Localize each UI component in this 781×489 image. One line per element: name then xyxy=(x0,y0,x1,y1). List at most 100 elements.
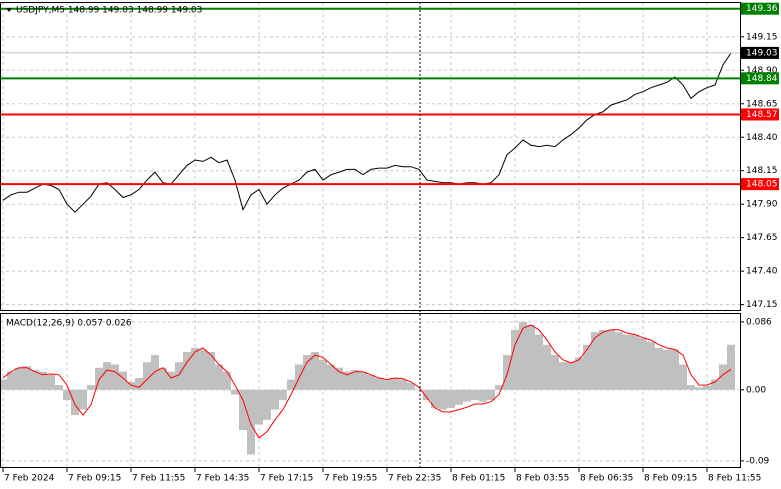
macd-bar xyxy=(559,362,567,390)
macd-bar xyxy=(527,325,535,390)
macd-bar xyxy=(135,377,143,390)
macd-bar xyxy=(111,364,119,390)
y-tick-label: 147.15 xyxy=(746,300,778,310)
macd-bar xyxy=(671,349,679,390)
macd-bar xyxy=(567,362,575,390)
macd-bar xyxy=(631,334,639,390)
macd-bar xyxy=(7,371,15,390)
last-price-label: 149.03 xyxy=(746,48,778,58)
macd-bar xyxy=(591,332,599,390)
macd-bar xyxy=(215,364,223,390)
macd-bar xyxy=(39,371,47,390)
x-tick-label: 8 Feb 06:35 xyxy=(580,474,633,484)
macd-bar xyxy=(15,367,23,390)
macd-bar xyxy=(439,389,447,410)
macd-bar xyxy=(519,321,527,390)
level-box xyxy=(741,72,779,85)
x-tick-label: 7 Feb 2024 xyxy=(4,474,55,484)
macd-bar xyxy=(31,370,39,390)
macd-bar xyxy=(127,381,135,390)
macd-bar xyxy=(607,329,615,390)
price-panel-frame xyxy=(0,2,741,311)
level-box xyxy=(741,108,779,121)
macd-bar xyxy=(359,371,367,390)
macd-bar xyxy=(479,389,487,402)
macd-bar xyxy=(327,364,335,390)
price-line xyxy=(2,52,732,213)
macd-bar xyxy=(663,349,671,390)
x-tick-label: 7 Feb 11:55 xyxy=(132,474,185,484)
macd-bar xyxy=(423,389,431,401)
macd-bar xyxy=(79,389,87,410)
macd-bar xyxy=(175,362,183,390)
macd-bar xyxy=(167,371,175,390)
level-label: 148.84 xyxy=(746,74,778,84)
macd-bar xyxy=(679,364,687,390)
x-tick-label: 7 Feb 19:55 xyxy=(324,474,377,484)
macd-bar xyxy=(63,389,71,401)
macd-bar xyxy=(303,355,311,390)
macd-bar xyxy=(431,389,439,408)
macd-bar xyxy=(447,389,455,408)
macd-bar xyxy=(343,371,351,390)
macd-bar xyxy=(391,377,399,390)
macd-bar xyxy=(311,351,319,390)
macd-bar xyxy=(575,357,583,390)
macd-bar xyxy=(351,370,359,390)
macd-bar xyxy=(535,334,543,390)
price-title: USDJPY,M5 148.99 149.03 148.99 149.03 xyxy=(16,6,202,16)
macd-bar xyxy=(271,389,279,410)
macd-bar xyxy=(319,359,327,390)
x-tick-label: 8 Feb 03:55 xyxy=(516,474,569,484)
macd-bar xyxy=(71,389,79,416)
macd-bar xyxy=(615,332,623,390)
macd-bar xyxy=(599,329,607,390)
x-tick-label: 7 Feb 17:15 xyxy=(260,474,313,484)
macd-title: MACD(12,26,9) 0.057 0.026 xyxy=(6,319,132,329)
level-label: 148.05 xyxy=(746,180,778,190)
x-tick-label: 8 Feb 09:15 xyxy=(644,474,697,484)
macd-bar xyxy=(255,389,263,425)
macd-bar xyxy=(583,344,591,390)
macd-bar xyxy=(183,351,191,390)
macd-bar xyxy=(55,385,63,390)
macd-bar xyxy=(335,367,343,390)
y-tick-label: 148.90 xyxy=(746,66,778,76)
macd-bar xyxy=(0,379,7,390)
macd-bar xyxy=(287,379,295,390)
macd-bar xyxy=(487,389,495,401)
macd-bar xyxy=(511,329,519,390)
macd-bar xyxy=(647,341,655,390)
macd-bar xyxy=(495,385,503,390)
macd-bar xyxy=(199,349,207,390)
macd-bar xyxy=(247,389,255,455)
y-tick-label: 0.086 xyxy=(746,317,772,327)
data-layer xyxy=(0,7,740,455)
macd-bar xyxy=(623,334,631,390)
macd-bar xyxy=(407,382,415,390)
macd-bar xyxy=(463,389,471,402)
macd-bar xyxy=(503,355,511,390)
macd-bar xyxy=(263,389,271,420)
macd-bar xyxy=(223,371,231,390)
macd-bar xyxy=(47,374,55,390)
level-box xyxy=(741,178,779,191)
signal-line xyxy=(2,324,732,439)
y-tick-label: 0.00 xyxy=(746,385,766,395)
macd-bar xyxy=(399,379,407,390)
macd-bar xyxy=(655,347,663,390)
macd-bar xyxy=(471,389,479,401)
x-tick-label: 7 Feb 14:35 xyxy=(196,474,249,484)
y-tick-label: 148.15 xyxy=(746,166,778,176)
y-tick-label: -0.09 xyxy=(746,456,770,466)
macd-bar xyxy=(367,374,375,390)
y-tick-label: 147.90 xyxy=(746,200,778,210)
y-tick-label: 147.65 xyxy=(746,233,778,243)
macd-panel-frame xyxy=(0,313,741,468)
macd-bar xyxy=(687,385,695,390)
macd-bar xyxy=(279,389,287,401)
y-tick-label: 149.15 xyxy=(746,32,778,42)
macd-bar xyxy=(543,344,551,390)
